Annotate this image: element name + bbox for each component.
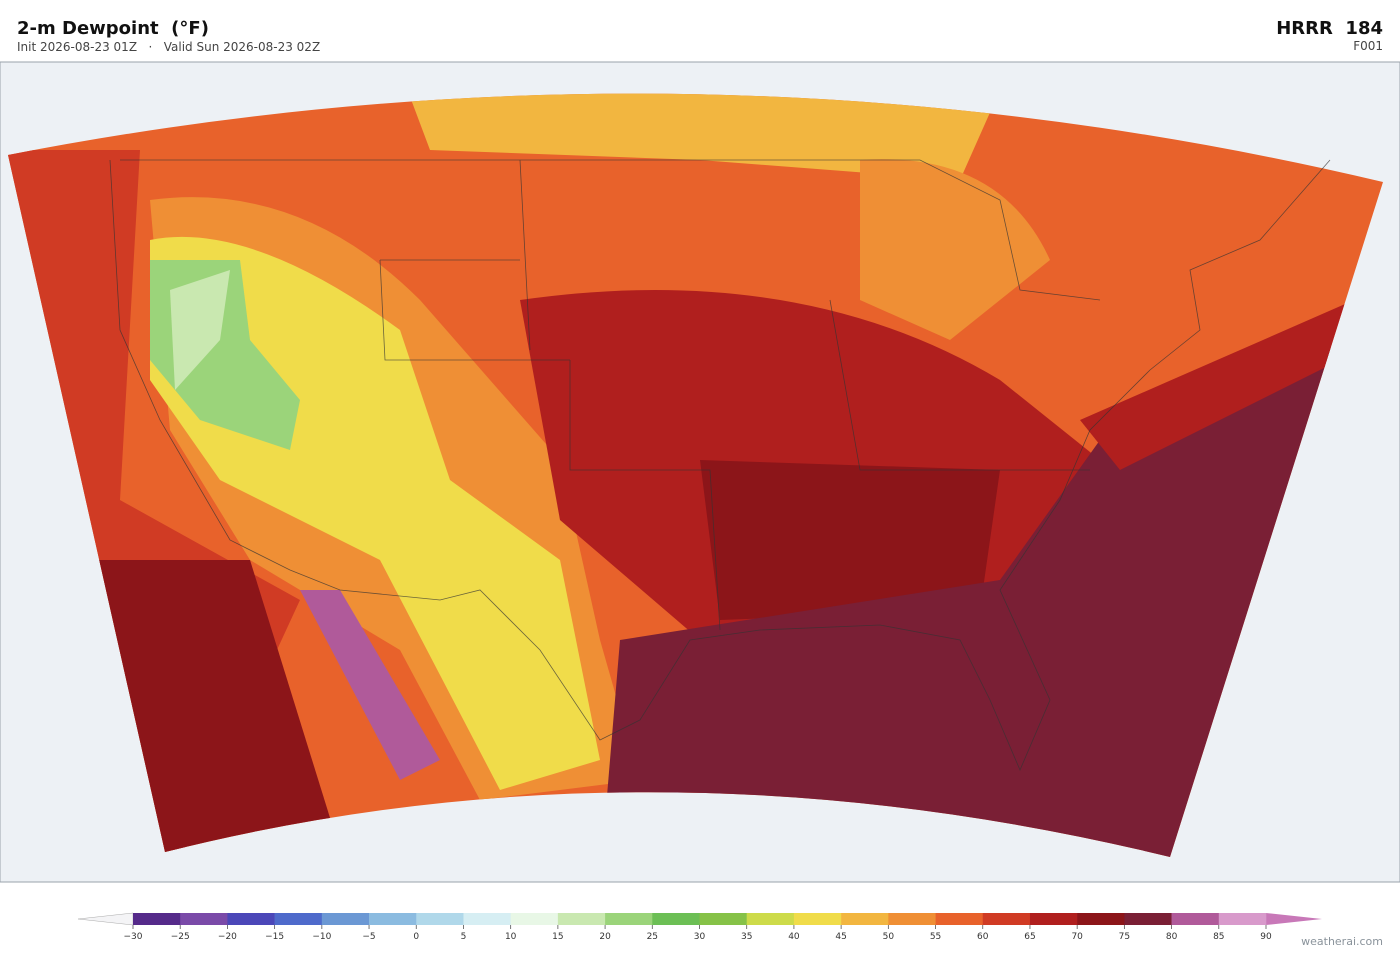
colorbar-segment <box>935 913 984 925</box>
colorbar-tick-label: 80 <box>1166 932 1178 942</box>
colorbar-tick-label: −20 <box>218 932 237 942</box>
colorbar-segment <box>982 913 1031 925</box>
colorbar-segment <box>793 913 842 925</box>
colorbar-segment <box>321 913 370 925</box>
colorbar-segment <box>180 913 228 925</box>
colorbar-segment <box>841 913 889 925</box>
watermark: weatherai.com <box>1301 935 1383 948</box>
colorbar-tick-label: 85 <box>1213 932 1224 942</box>
colorbar-tick-label: 50 <box>883 932 895 942</box>
colorbar-segment <box>1124 913 1172 925</box>
colorbar-tick-label: 20 <box>599 932 611 942</box>
title: 2-m Dewpoint (°F) <box>17 18 209 39</box>
colorbar-segment <box>746 913 795 925</box>
colorbar-segment <box>227 913 275 925</box>
colorbar-tick-label: −25 <box>171 932 190 942</box>
colorbar-tick-label: 60 <box>977 932 989 942</box>
colorbar-tick-label: 35 <box>741 932 752 942</box>
colorbar-segment <box>699 913 748 925</box>
colorbar-segment <box>888 913 936 925</box>
colorbar-tick-label: 30 <box>694 932 706 942</box>
colorbar-segment <box>274 913 323 925</box>
colorbar-segment <box>463 913 511 925</box>
colorbar-segment <box>369 913 417 925</box>
colorbar-tick-label: 90 <box>1260 932 1272 942</box>
colorbar-segment <box>1029 913 1078 925</box>
colorbar-tick-label: 25 <box>647 932 658 942</box>
colorbar-tick-label: −30 <box>124 932 143 942</box>
colorbar-tick-label: 5 <box>461 932 467 942</box>
colorbar-segment <box>510 913 559 925</box>
dewpoint-field <box>8 93 1383 858</box>
colorbar-tick-label: −15 <box>265 932 284 942</box>
borders <box>109 159 1331 772</box>
colorbar-tick-label: 0 <box>413 932 419 942</box>
colorbar-over <box>1266 913 1322 925</box>
colorbar-tick-label: 45 <box>835 932 846 942</box>
colorbar-segment <box>133 913 181 925</box>
colorbar-under <box>77 912 134 926</box>
colorbar-tick-label: 55 <box>930 932 941 942</box>
colorbar: −30 −25 −20 −15 −10 −5 0 5 10 15 20 25 30 35 40 45 50 55 6… <box>77 912 1322 942</box>
colorbar-segment <box>652 913 700 925</box>
colorbar-segment <box>557 913 606 925</box>
colorbar-segment <box>1218 913 1267 925</box>
colorbar-tick-label: 75 <box>1119 932 1130 942</box>
colorbar-segment <box>605 913 653 925</box>
colorbar-segment <box>1077 913 1125 925</box>
colorbar-segment <box>1171 913 1220 925</box>
colorbar-tick-label: 70 <box>1071 932 1083 942</box>
frame-label: F001 <box>1353 39 1383 53</box>
model-label: HRRR 184 <box>1276 18 1383 39</box>
subtitle: Init 2026-08-23 01Z · Valid Sun 2026-08-… <box>17 40 320 54</box>
colorbar-tick-label: −10 <box>312 932 331 942</box>
colorbar-tick-label: 65 <box>1024 932 1035 942</box>
colorbar-tick-label: −5 <box>362 932 375 942</box>
colorbar-tick-label: 40 <box>788 932 800 942</box>
colorbar-tick-label: 15 <box>552 932 563 942</box>
colorbar-segment <box>416 913 464 925</box>
colorbar-tick-label: 10 <box>505 932 517 942</box>
